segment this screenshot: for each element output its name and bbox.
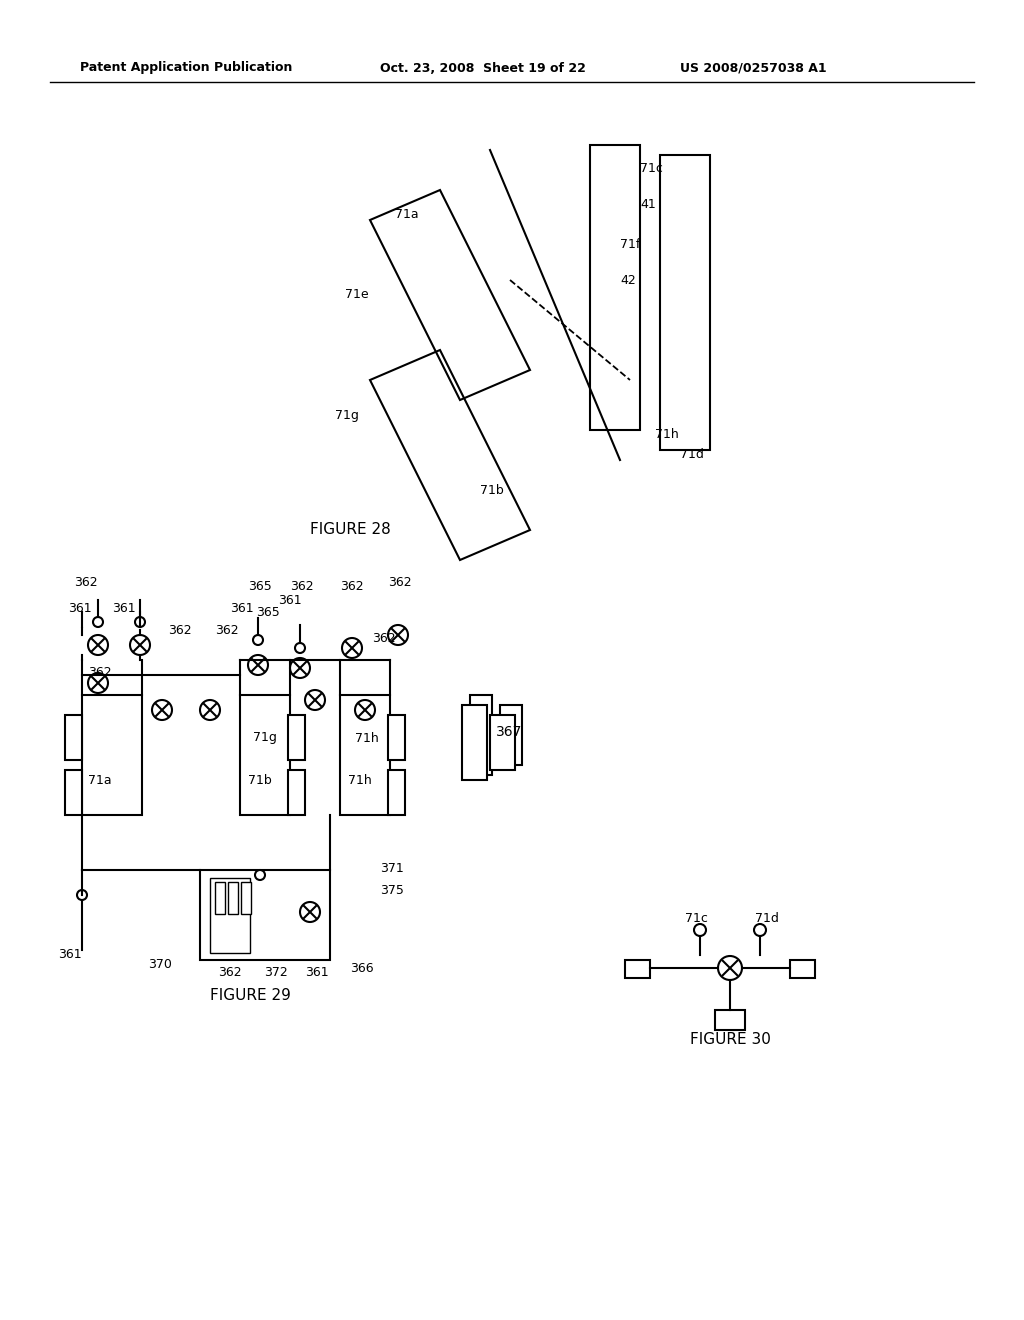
Text: 365: 365 [256,606,280,619]
Circle shape [355,700,375,719]
Circle shape [77,890,87,900]
Text: 71c: 71c [640,161,663,174]
Text: 362: 362 [290,579,313,593]
Text: 361: 361 [230,602,254,615]
Circle shape [388,624,408,645]
Text: 361: 361 [58,949,82,961]
Bar [241,882,251,913]
Bar [500,705,522,766]
Text: 71f: 71f [620,239,640,252]
Text: 362: 362 [215,624,239,638]
Bar [82,696,142,814]
Text: FIGURE 29: FIGURE 29 [210,987,291,1002]
Text: 41: 41 [640,198,655,211]
Text: 71a: 71a [88,774,112,787]
Text: 71d: 71d [680,449,703,462]
Text: 372: 372 [264,965,288,978]
Bar [625,960,650,978]
Circle shape [290,657,310,678]
Bar [462,705,487,780]
Text: 71b: 71b [248,774,271,787]
Bar [288,770,305,814]
Bar [200,870,330,960]
Circle shape [255,870,265,880]
Text: 370: 370 [148,958,172,972]
Circle shape [694,924,706,936]
Text: 71b: 71b [480,483,504,496]
Circle shape [93,616,103,627]
Text: 366: 366 [350,961,374,974]
Circle shape [295,643,305,653]
Text: FIGURE 28: FIGURE 28 [310,523,391,537]
Text: 71h: 71h [355,731,379,744]
Circle shape [718,956,742,979]
Bar [65,715,82,760]
Bar [790,960,815,978]
Circle shape [200,700,220,719]
Bar [210,878,250,953]
Text: 362: 362 [388,576,412,589]
Circle shape [88,673,108,693]
Circle shape [152,700,172,719]
Text: 71g: 71g [253,731,276,744]
Text: 71g: 71g [335,408,358,421]
Bar [490,715,515,770]
Circle shape [88,635,108,655]
Text: 361: 361 [112,602,135,615]
Circle shape [342,638,362,657]
Text: 375: 375 [380,883,403,896]
Text: 42: 42 [620,273,636,286]
Text: 71h: 71h [348,774,372,787]
Text: 362: 362 [74,576,97,589]
Bar [340,696,390,814]
Text: 361: 361 [305,965,329,978]
Text: 371: 371 [380,862,403,874]
Circle shape [754,924,766,936]
Text: 71a: 71a [395,209,419,222]
Text: 361: 361 [68,602,91,615]
Text: 71d: 71d [755,912,779,924]
Text: 71c: 71c [685,912,708,924]
Circle shape [248,655,268,675]
Circle shape [300,902,319,921]
Circle shape [130,635,150,655]
Bar [715,1010,745,1030]
Text: 71e: 71e [345,289,369,301]
Text: 71h: 71h [655,429,679,441]
Bar [288,715,305,760]
Bar [388,715,406,760]
Text: US 2008/0257038 A1: US 2008/0257038 A1 [680,62,826,74]
Text: Oct. 23, 2008  Sheet 19 of 22: Oct. 23, 2008 Sheet 19 of 22 [380,62,586,74]
Text: 365: 365 [248,579,271,593]
Bar [215,882,225,913]
Bar [228,882,238,913]
Bar [388,770,406,814]
Bar [470,696,492,775]
Text: 362: 362 [88,665,112,678]
Text: 367: 367 [496,725,522,739]
Text: 362: 362 [340,579,364,593]
Text: Patent Application Publication: Patent Application Publication [80,62,293,74]
Bar [65,770,82,814]
Bar [240,696,290,814]
Text: FIGURE 30: FIGURE 30 [690,1032,771,1048]
Text: 361: 361 [278,594,302,606]
Circle shape [135,616,145,627]
Circle shape [253,635,263,645]
Text: 362: 362 [372,632,395,645]
Text: 362: 362 [218,965,242,978]
Circle shape [305,690,325,710]
Text: 362: 362 [168,624,191,638]
